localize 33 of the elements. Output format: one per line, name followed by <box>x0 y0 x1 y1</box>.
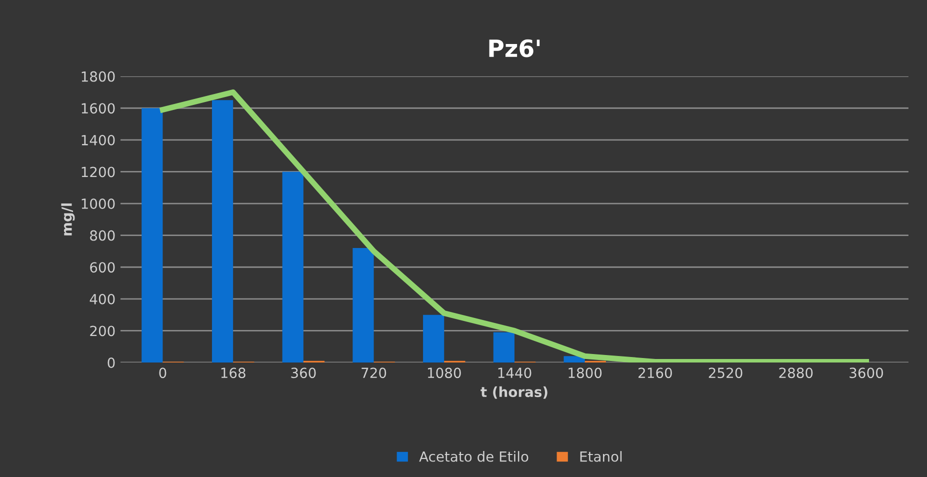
x-tick-label: 168 <box>221 368 246 378</box>
y-tick-label: 1800 <box>82 71 115 82</box>
bar <box>282 172 304 363</box>
x-tick-label: 720 <box>362 368 386 378</box>
legend-label: Etanol <box>580 451 622 462</box>
y-tick-label: 400 <box>90 294 115 304</box>
x-tick-label: 0 <box>159 368 166 378</box>
bar <box>564 356 585 363</box>
y-tick-label: 200 <box>90 326 115 336</box>
y-tick-label: 1400 <box>82 134 115 146</box>
y-tick-label: 1600 <box>82 103 115 114</box>
y-axis-title: mg/l <box>61 203 75 236</box>
y-tick-label: 1000 <box>82 198 115 209</box>
x-tick-label: 1800 <box>568 368 602 378</box>
bar <box>352 248 374 363</box>
x-tick-label: 3600 <box>850 368 883 378</box>
x-tick-label: 1080 <box>428 368 461 378</box>
bar <box>142 108 163 363</box>
bar <box>423 314 444 363</box>
bar <box>212 100 234 363</box>
y-tick-label: 600 <box>90 262 115 273</box>
legend-label: Acetato de Etilo <box>419 451 528 462</box>
y-tick-label: 800 <box>90 230 115 241</box>
x-tick-label: 2880 <box>779 368 813 378</box>
y-tick-label: 1200 <box>82 166 115 178</box>
bar <box>493 332 514 363</box>
x-tick-label: 1440 <box>498 368 532 378</box>
chart-title: Pz6' <box>489 39 540 58</box>
x-tick-label: 2520 <box>708 368 742 378</box>
y-tick-label: 0 <box>108 357 115 368</box>
x-tick-label: 2160 <box>638 368 672 378</box>
x-axis-title: t (horas) <box>480 386 548 399</box>
x-tick-label: 360 <box>291 368 316 378</box>
